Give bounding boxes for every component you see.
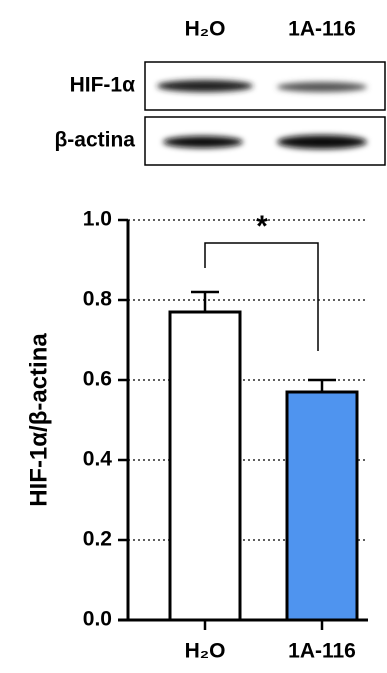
significance-label: * (256, 210, 268, 243)
bar (287, 392, 357, 620)
y-tick-label: 1.0 (83, 208, 112, 231)
band (157, 80, 253, 92)
bar (170, 312, 240, 620)
blot-column-label: H₂O (185, 18, 226, 41)
y-tick-label: 0.4 (83, 448, 113, 471)
y-axis-label: HIF-1α/β-actina (25, 333, 52, 507)
y-tick-label: 0.6 (83, 368, 112, 391)
band (163, 136, 243, 148)
band (277, 82, 367, 92)
blot-row-label: HIF-1α (70, 74, 136, 97)
figure: H₂O 1A-116 HIF-1α β-actina HIF-1α/β-acti… (0, 0, 387, 673)
x-tick-label: 1A-116 (288, 640, 356, 663)
band (277, 135, 367, 149)
y-tick-label: 0.0 (83, 608, 112, 631)
blot-column-label: 1A-116 (288, 18, 356, 41)
blot-row-label: β-actina (54, 129, 135, 152)
y-tick-label: 0.2 (83, 528, 112, 551)
x-tick-label: H₂O (185, 640, 226, 663)
y-tick-label: 0.8 (83, 288, 113, 311)
